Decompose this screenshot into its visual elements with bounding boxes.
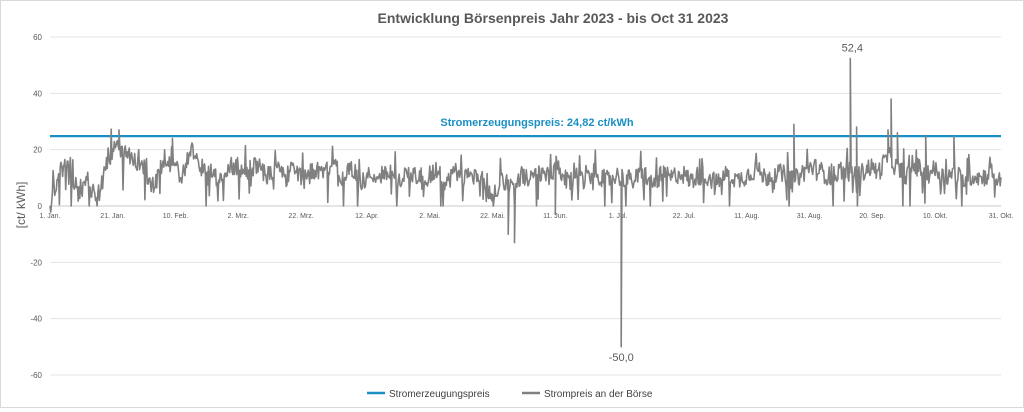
annotation-min-value: -50,0 (609, 352, 634, 364)
annotation-layer: Stromerzeugungspreis: 24,82 ct/kWh 52,4 -5… (440, 42, 863, 363)
y-tick-label: 0 (38, 202, 43, 211)
gridlines (50, 36, 1001, 376)
annotation-stromerzeugungspreis: Stromerzeugungspreis: 24,82 ct/kWh (440, 117, 633, 129)
x-tick-label: 2. Mai. (419, 213, 440, 220)
x-tick-label: 11. Aug. (734, 213, 759, 220)
y-tick-label: 40 (33, 89, 42, 98)
y-axis-label: [ct/ kWh] (14, 182, 28, 229)
x-tick-label: 1. Jul. (609, 213, 628, 220)
y-tick-label: 20 (33, 146, 42, 155)
y-tick-label: -20 (30, 258, 42, 267)
x-axis: 1. Jan. 21. Jan. 10. Feb. 2. Mrz. 22. Mrz. 12… (39, 213, 1013, 220)
x-tick-label: 22. Jul. (673, 213, 696, 220)
x-tick-label: 20. Sep. (859, 213, 885, 220)
x-tick-label: 2. Mrz. (228, 213, 249, 220)
annotation-max-value: 52,4 (842, 42, 863, 54)
y-axis: 60 40 20 0 -20 -40 -60 (30, 33, 42, 380)
x-tick-label: 31. Okt. (989, 213, 1014, 220)
x-tick-label: 12. Apr. (355, 213, 379, 220)
x-tick-label: 10. Feb. (163, 213, 189, 220)
series-line-strompreis-boerse (49, 57, 1002, 348)
x-tick-label: 21. Jan. (100, 213, 125, 220)
y-tick-label: 60 (33, 33, 42, 42)
chart-title: Entwicklung Börsenpreis Jahr 2023 - bis … (378, 10, 729, 26)
legend-label-stromerzeugungspreis: Stromerzeugungspreis (389, 389, 490, 400)
x-tick-label: 22. Mrz. (288, 213, 313, 220)
legend: Stromerzeugungspreis Strompreis an der Bö… (367, 389, 653, 400)
y-tick-label: -60 (30, 371, 42, 380)
y-tick-label: -40 (30, 315, 42, 324)
series-layer (49, 57, 1002, 348)
x-tick-label: 31. Aug. (797, 213, 823, 220)
x-tick-label: 22. Mai. (480, 213, 505, 220)
x-tick-label: 11. Jun. (543, 213, 567, 220)
x-tick-label: 10. Okt. (923, 213, 948, 220)
legend-label-strompreis-boerse: Strompreis an der Börse (544, 389, 653, 400)
x-tick-label: 1. Jan. (39, 213, 60, 220)
